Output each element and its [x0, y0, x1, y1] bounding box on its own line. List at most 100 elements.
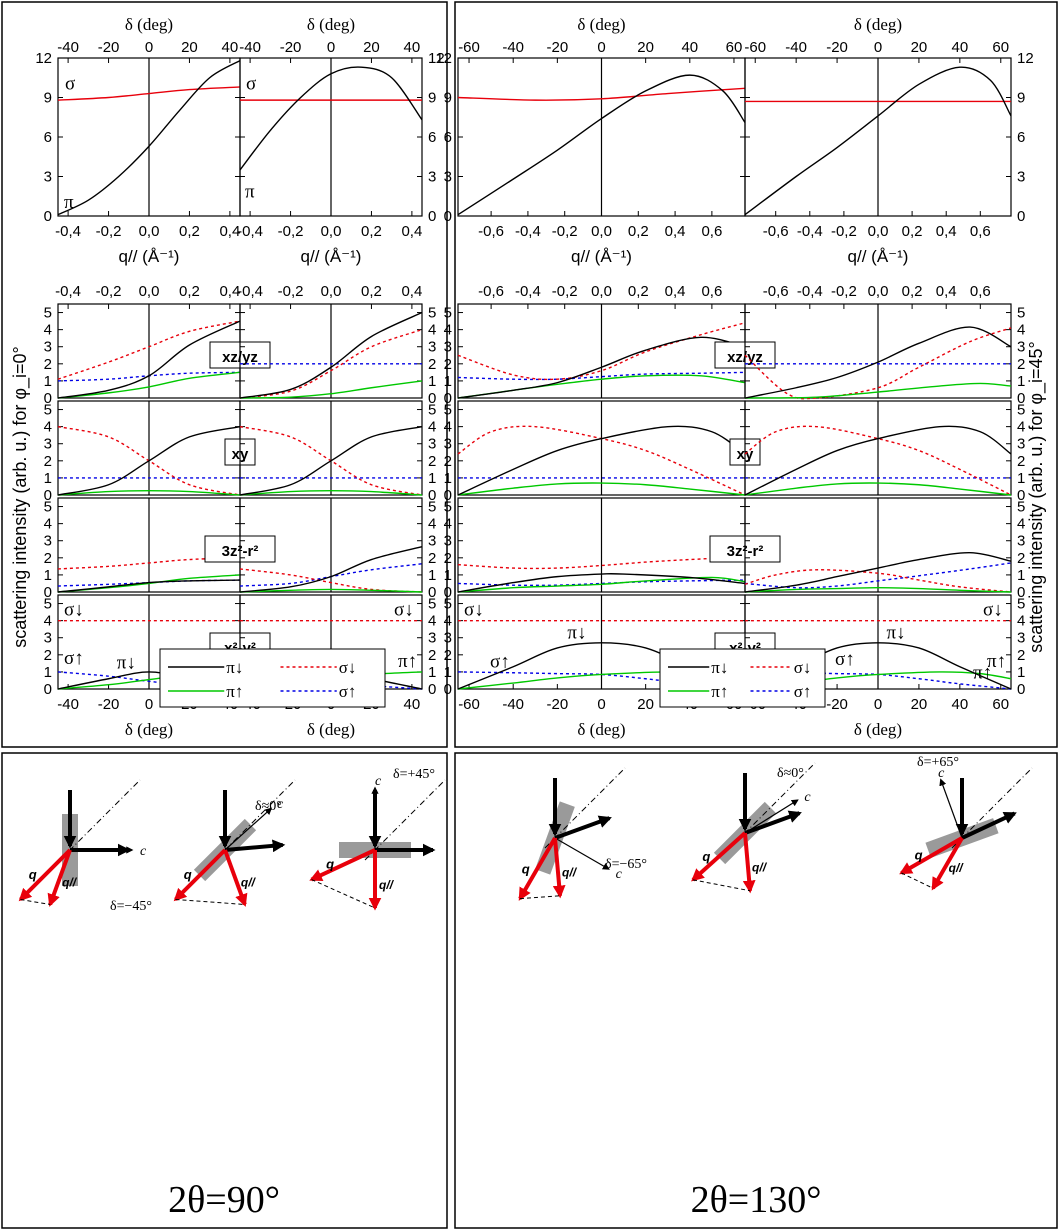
- ytick-label: 9: [44, 90, 52, 107]
- ytick-label: 4: [444, 516, 452, 533]
- q-parallel-label: q//: [62, 876, 78, 890]
- delta-label: δ=−45°: [110, 899, 152, 914]
- xtick-label-q: 0,2: [902, 223, 923, 240]
- ytick-label: 5: [1017, 402, 1025, 419]
- delta-label: δ≈0°: [255, 799, 282, 814]
- legend-label-sigma_up: σ↑: [794, 682, 812, 701]
- label-sigma-up: σ↑: [835, 649, 855, 670]
- frame-left-geometry: [1, 752, 448, 1229]
- series-sigma-up-phi45: [744, 562, 1012, 589]
- construction-line: [175, 898, 245, 906]
- caption-2theta-90: 2θ=90°: [168, 1179, 280, 1221]
- ytick-label: 2: [1017, 356, 1025, 373]
- label-sigma-down: σ↓: [64, 600, 84, 621]
- legend-label-sigma_down: σ↓: [794, 658, 812, 677]
- xtick-label-q: 0,2: [628, 223, 649, 240]
- xtick-label-q: -0,6: [763, 283, 789, 300]
- ytick-label: 9: [1017, 90, 1025, 107]
- c-label: c: [277, 797, 284, 812]
- series-sigma-down-phi0: [457, 556, 746, 570]
- series-sigma-down-phi45: [744, 425, 1012, 496]
- series-sigma-phi0: [457, 87, 746, 101]
- legend-label-sigma_up: σ↑: [339, 682, 357, 701]
- q-label: q: [702, 849, 710, 864]
- axis-title-delta: δ (deg): [307, 720, 355, 739]
- xtick-label-delta: 40: [952, 696, 969, 713]
- legend-label-pi_down: π↓: [226, 658, 243, 677]
- xtick-label-delta: -20: [547, 696, 569, 713]
- axis-title-delta: δ (deg): [125, 720, 173, 739]
- y-axis-title-right: scattering intensity (arb. u.) for φ_i=4…: [1026, 341, 1047, 653]
- ytick-label: 6: [444, 129, 452, 146]
- c-label: c: [140, 844, 147, 859]
- xtick-label-q: -0,4: [515, 283, 541, 300]
- ytick-label: 12: [435, 50, 452, 67]
- xtick-label-q: -0,6: [763, 223, 789, 240]
- axis-title-delta: δ (deg): [854, 720, 902, 739]
- ytick-label: 4: [44, 322, 52, 339]
- series-sigma-down-phi45: [744, 569, 1012, 593]
- geometry-sketch: c q q// δ=−45°: [18, 779, 152, 914]
- c-axis: [554, 837, 610, 870]
- ytick-label: 6: [428, 129, 436, 146]
- panel-top-phi0: 0 3 6 9 12 -40 -20 0 20 40 -0,4 -0,2 0,0 0,2 0,4 δ (deg…: [35, 15, 241, 266]
- xtick-label-q: -0,4: [237, 223, 263, 240]
- ytick-label: 0: [444, 487, 452, 504]
- q-vector: [899, 836, 964, 875]
- frame-right-geometry: [454, 752, 1058, 1229]
- ytick-label: 3: [1017, 339, 1025, 356]
- xtick-label-delta: 0: [597, 39, 605, 56]
- xtick-label-delta: 0: [874, 39, 882, 56]
- xtick-label-q: 0,6: [970, 223, 991, 240]
- xtick-label-q: 0,2: [179, 283, 200, 300]
- q-parallel-vector: [223, 849, 248, 907]
- ytick-label: 3: [428, 533, 436, 550]
- c-axis: [744, 799, 799, 834]
- scattered-beam: [961, 811, 1017, 840]
- xtick-label-delta: -40: [502, 696, 524, 713]
- ytick-label: 0: [1017, 208, 1025, 225]
- ytick-label: 3: [444, 533, 452, 550]
- ytick-label: 2: [44, 647, 52, 664]
- legend-label-pi_up: π↑: [711, 682, 728, 701]
- series-pi-down-phi45: [744, 425, 1012, 496]
- ytick-label: 2: [1017, 647, 1025, 664]
- scattered-beam: [554, 815, 612, 840]
- panel-top-phi0: 0 3 6 9 12 -60 -40 -20 0 20 40 60 -0,6 -0,4 -0,2 0,0 0,2…: [435, 15, 746, 266]
- ytick-label: 4: [44, 613, 52, 630]
- ytick-label: 9: [444, 90, 452, 107]
- ytick-label: 6: [1017, 129, 1025, 146]
- axis-title-q: q// (Å⁻¹): [119, 247, 180, 266]
- label-pi-up: π↑: [398, 651, 417, 672]
- xtick-label-q: 0,6: [701, 223, 722, 240]
- xtick-label-q: -0,2: [96, 223, 122, 240]
- geometry-sketches: cqq//δ=−45°cqq//δ≈0°cqq//δ=+45°cq q//δ=−6…: [18, 755, 1033, 1221]
- xtick-label-q: 0,0: [591, 283, 612, 300]
- ytick-label: 1: [1017, 373, 1025, 390]
- ytick-label: 1: [444, 664, 452, 681]
- ytick-label: 3: [428, 339, 436, 356]
- xtick-label-delta: -20: [826, 39, 848, 56]
- ytick-label: 2: [428, 453, 436, 470]
- label-pi-up: π↑: [973, 663, 992, 684]
- xtick-label-delta: -20: [98, 39, 120, 56]
- series-pi-up-phi0: [57, 490, 241, 496]
- caption-2theta-130: 2θ=130°: [691, 1179, 822, 1221]
- ytick-label: 1: [428, 567, 436, 584]
- xtick-label-delta: 0: [597, 696, 605, 713]
- legend-label-pi_down: π↓: [711, 658, 728, 677]
- ytick-label: 3: [428, 630, 436, 647]
- ytick-label: 3: [444, 169, 452, 186]
- xtick-label-delta: -60: [744, 39, 766, 56]
- ytick-label: 4: [428, 516, 436, 533]
- ytick-label: 2: [444, 550, 452, 567]
- ytick-label: 1: [44, 470, 52, 487]
- q-parallel-vector: [742, 832, 756, 894]
- xtick-label-q: 0,0: [868, 283, 889, 300]
- ytick-label: 1: [444, 373, 452, 390]
